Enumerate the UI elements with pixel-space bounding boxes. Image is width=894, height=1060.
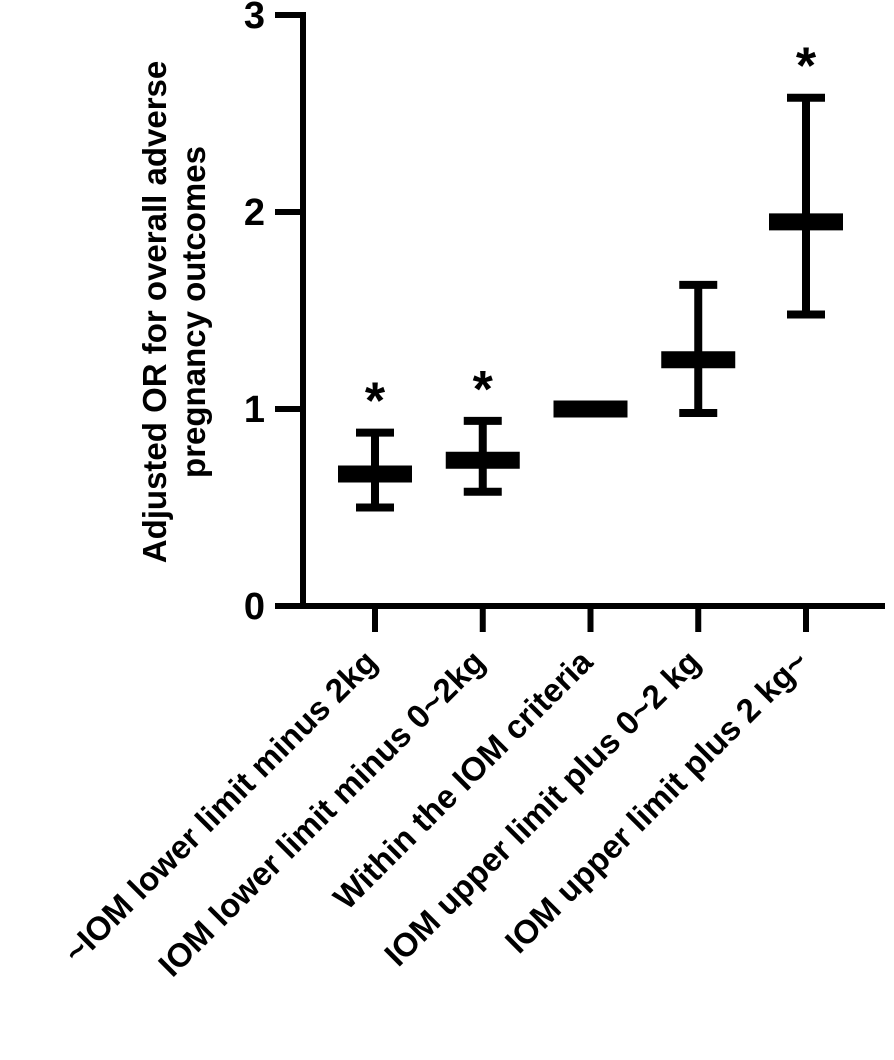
y-axis-label-line: Adjusted OR for overall adverse (136, 61, 173, 564)
significance-marker: * (473, 361, 494, 419)
y-axis-label-line: pregnancy outcomes (175, 146, 212, 478)
significance-marker: * (796, 38, 817, 96)
y-axis-label: Adjusted OR for overall adversepregnancy… (136, 61, 212, 564)
y-tick-label: 1 (244, 389, 265, 431)
y-tick-label: 3 (244, 0, 265, 37)
y-tick-label: 2 (244, 192, 265, 234)
significance-marker: * (365, 373, 386, 431)
y-tick-label: 0 (244, 586, 265, 628)
